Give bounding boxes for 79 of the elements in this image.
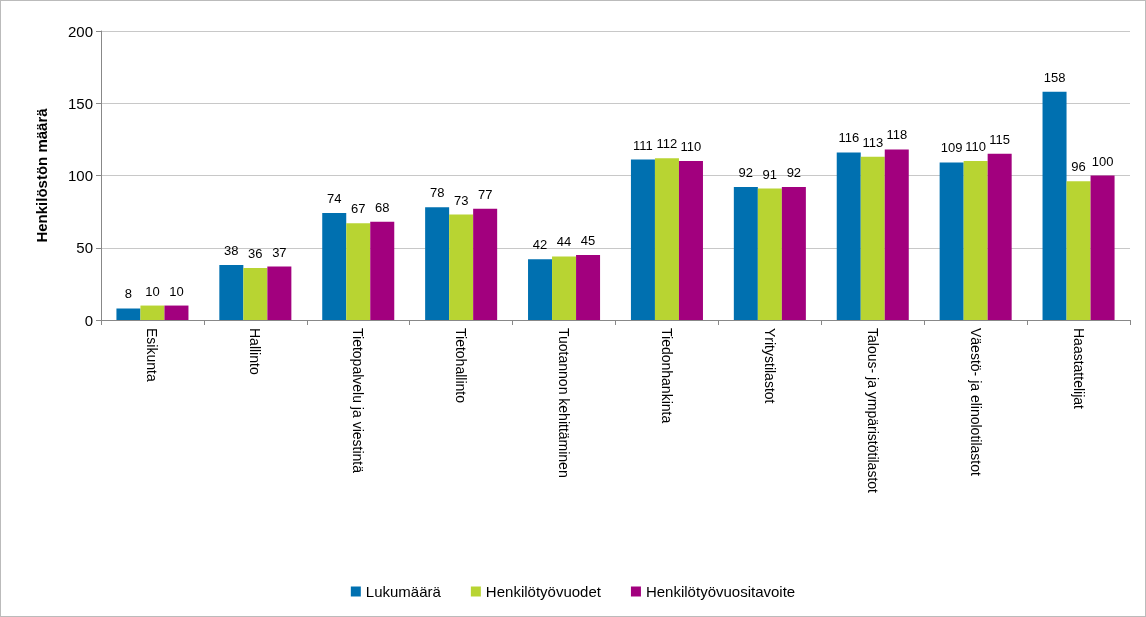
bar [939, 162, 964, 320]
data-label: 45 [580, 232, 596, 248]
bar [576, 254, 601, 320]
y-tick-label: 100 [67, 167, 93, 184]
x-tick-label: Tietopalvelu ja viestintä [350, 328, 367, 474]
data-label: 77 [477, 186, 493, 202]
bar [654, 158, 679, 320]
x-tick-label: Tietohallinto [453, 328, 470, 404]
x-tick-label: Talous- ja ympäristötilastot [864, 328, 881, 494]
data-label: 92 [786, 165, 802, 181]
data-label: 10 [145, 283, 160, 299]
data-label: 44 [556, 234, 572, 250]
bar [116, 308, 141, 320]
legend-label: Henkilötyövuositavoite [645, 583, 796, 600]
bar [370, 221, 395, 320]
data-label: 91 [762, 166, 778, 182]
bar [552, 256, 577, 320]
bar [781, 187, 806, 320]
data-label: 92 [738, 165, 754, 181]
bar [757, 188, 782, 320]
bar [322, 213, 347, 320]
data-label: 38 [224, 243, 239, 259]
legend-label: Henkilötyövuodet [485, 583, 602, 600]
x-tick-label: Hallinto [247, 328, 264, 375]
data-label: 100 [1091, 153, 1114, 169]
data-label: 42 [532, 237, 548, 253]
data-label: 112 [656, 136, 678, 152]
data-label: 111 [633, 137, 653, 153]
data-label: 110 [965, 139, 987, 155]
bar [243, 267, 268, 320]
bar [733, 187, 758, 320]
bar [164, 305, 189, 320]
y-tick-label: 50 [76, 239, 93, 257]
bar [678, 161, 703, 320]
data-label: 118 [886, 127, 908, 143]
x-tick-label: Tuotannon kehittäminen [556, 328, 573, 478]
data-label: 158 [1043, 69, 1066, 85]
bar [860, 156, 885, 320]
x-tick-label: Esikunta [144, 328, 161, 382]
x-tick-label: Tiedonhankinta [658, 328, 675, 424]
data-label: 37 [272, 244, 287, 260]
bar [449, 214, 474, 320]
data-label: 36 [248, 245, 263, 261]
data-label: 96 [1071, 159, 1086, 175]
bar [473, 208, 498, 320]
data-label: 74 [327, 191, 342, 207]
data-label: 110 [680, 139, 702, 155]
data-label: 109 [940, 140, 963, 156]
bar [1042, 91, 1067, 320]
data-label: 10 [169, 283, 184, 299]
y-tick-label: 0 [84, 311, 93, 329]
data-label: 116 [838, 130, 860, 146]
x-tick-label: Väestö- ja elinolotilastot [967, 328, 984, 476]
x-tick-label: Haastattelijat [1070, 328, 1087, 410]
bar [836, 152, 861, 320]
bar [219, 265, 244, 320]
bar [963, 161, 988, 320]
bar [425, 207, 450, 320]
y-axis-title: Henkilöstön määrä [33, 107, 50, 243]
bar [1090, 175, 1115, 320]
bar [884, 149, 909, 320]
data-label: 113 [862, 134, 884, 150]
bar [630, 159, 655, 320]
bar [140, 305, 165, 320]
bar [267, 266, 292, 320]
data-label: 67 [351, 201, 366, 217]
bar [346, 223, 371, 320]
bar [528, 259, 553, 320]
data-label: 73 [453, 192, 469, 208]
data-label: 78 [429, 185, 445, 201]
x-tick-label: Yritystilastot [761, 328, 778, 404]
bar [987, 153, 1012, 320]
data-label: 68 [375, 199, 390, 215]
data-label: 115 [989, 131, 1011, 147]
data-label: 8 [124, 286, 133, 302]
y-tick-label: 150 [67, 94, 93, 112]
bar [1066, 181, 1091, 320]
legend-label: Lukumäärä [365, 583, 442, 600]
y-tick-label: 200 [67, 22, 93, 40]
